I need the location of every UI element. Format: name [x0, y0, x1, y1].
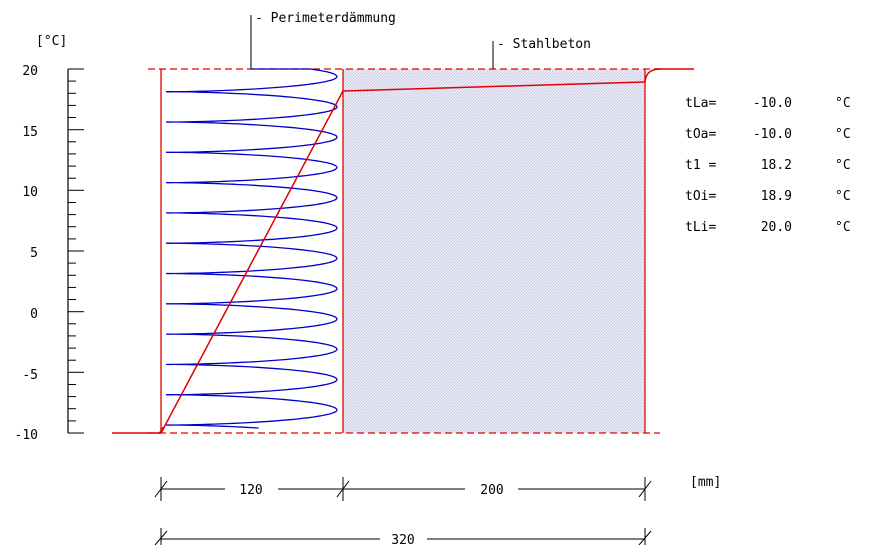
- dim-total-label: 320: [391, 533, 414, 545]
- temp-tli-unit: °C: [835, 220, 851, 235]
- temp-tla-value: -10.0: [753, 96, 792, 111]
- dimension-labels: 120 200 320 [mm]: [239, 475, 721, 545]
- y-tick-label-5: 5: [30, 246, 38, 261]
- temp-toa-value: -10.0: [753, 127, 792, 142]
- temp-tli-label: tLi=: [685, 220, 716, 235]
- profile-concrete: [342, 81, 646, 92]
- dim-layer1-label: 120: [239, 483, 262, 498]
- temp-toi-unit: °C: [835, 189, 851, 204]
- temperature-unit-label: [°C]: [36, 34, 67, 49]
- profile-outside-transition: [157, 426, 164, 434]
- y-tick-label-minus10: -10: [15, 428, 38, 443]
- y-tick-label-minus5: -5: [22, 368, 38, 383]
- y-axis-ticks: [68, 68, 84, 434]
- temp-t1-label: t1 =: [685, 158, 716, 173]
- layer-boundaries: [160, 69, 646, 433]
- temp-tli-value: 20.0: [761, 220, 792, 235]
- temp-toa-unit: °C: [835, 127, 851, 142]
- insulation-label: - Perimeterdämmung: [255, 11, 396, 26]
- temperature-profile: [112, 68, 694, 434]
- y-axis-tick-labels: 20 15 10 5 0 -5 -10: [15, 64, 38, 443]
- y-tick-label-10: 10: [22, 185, 38, 200]
- temp-toa-label: tOa=: [685, 127, 716, 142]
- temp-t1-value: 18.2: [761, 158, 792, 173]
- y-axis: 20 15 10 5 0 -5 -10 [°C]: [15, 34, 84, 443]
- temp-tla-label: tLa=: [685, 96, 716, 111]
- temp-tla-unit: °C: [835, 96, 851, 111]
- temperature-readouts: tLa= -10.0 °C tOa= -10.0 °C t1 = 18.2 °C…: [685, 96, 851, 235]
- temp-t1-unit: °C: [835, 158, 851, 173]
- temp-toi-label: tOi=: [685, 189, 716, 204]
- concrete-layer-fill: [343, 69, 645, 433]
- layer-labels: - Perimeterdämmung - Stahlbeton: [250, 11, 591, 69]
- dim-layer2-label: 200: [480, 483, 503, 498]
- length-unit-label: [mm]: [690, 475, 721, 490]
- profile-inside-transition: [644, 68, 661, 83]
- y-tick-label-15: 15: [22, 125, 38, 140]
- dimension-lines: [154, 477, 652, 545]
- concrete-label: - Stahlbeton: [497, 37, 591, 52]
- profile-insulation: [160, 90, 344, 434]
- y-tick-label-20: 20: [22, 64, 38, 79]
- y-tick-label-0: 0: [30, 307, 38, 322]
- temp-toi-value: 18.9: [761, 189, 792, 204]
- insulation-wave-pattern: [166, 68, 338, 429]
- reference-lines: [148, 68, 660, 434]
